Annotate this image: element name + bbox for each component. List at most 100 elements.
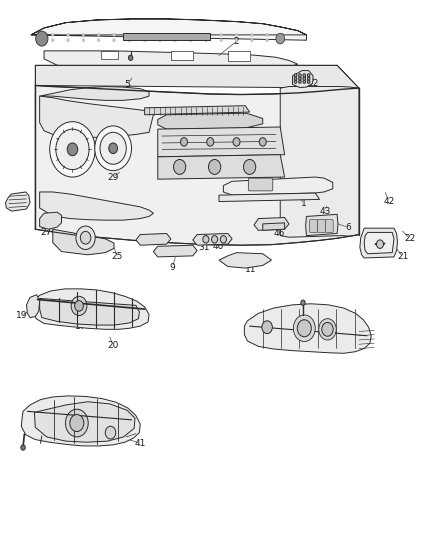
- Circle shape: [113, 38, 115, 42]
- Polygon shape: [293, 70, 313, 87]
- Circle shape: [82, 33, 85, 36]
- Polygon shape: [40, 212, 61, 229]
- Polygon shape: [158, 127, 285, 157]
- Circle shape: [49, 122, 95, 177]
- Circle shape: [212, 236, 218, 243]
- Circle shape: [208, 159, 221, 174]
- Circle shape: [205, 38, 207, 42]
- Polygon shape: [35, 65, 359, 88]
- Text: 25: 25: [112, 253, 123, 261]
- Circle shape: [159, 38, 161, 42]
- FancyBboxPatch shape: [310, 220, 318, 232]
- Polygon shape: [101, 51, 118, 59]
- Circle shape: [80, 231, 91, 244]
- Polygon shape: [263, 223, 285, 230]
- Circle shape: [307, 80, 310, 83]
- Circle shape: [203, 236, 209, 243]
- Circle shape: [128, 55, 133, 60]
- Circle shape: [207, 138, 214, 146]
- Circle shape: [220, 236, 226, 243]
- Polygon shape: [223, 177, 333, 195]
- Text: 5: 5: [124, 80, 130, 89]
- Text: 39: 39: [68, 244, 80, 252]
- Circle shape: [71, 296, 87, 316]
- Polygon shape: [158, 155, 285, 179]
- Polygon shape: [33, 289, 149, 329]
- Circle shape: [205, 33, 207, 36]
- Circle shape: [95, 126, 131, 171]
- FancyBboxPatch shape: [325, 220, 333, 232]
- Text: 43: 43: [319, 207, 331, 216]
- Circle shape: [36, 31, 48, 46]
- Circle shape: [266, 38, 268, 42]
- Circle shape: [51, 33, 54, 36]
- Polygon shape: [254, 217, 289, 230]
- Circle shape: [128, 33, 131, 36]
- Text: 30: 30: [226, 171, 237, 180]
- Text: 40: 40: [212, 242, 224, 251]
- Circle shape: [159, 33, 161, 36]
- Text: 20: 20: [107, 341, 119, 350]
- FancyBboxPatch shape: [248, 178, 273, 191]
- Circle shape: [293, 315, 315, 342]
- Polygon shape: [27, 295, 40, 318]
- Polygon shape: [6, 192, 30, 211]
- Polygon shape: [21, 396, 140, 446]
- Circle shape: [281, 38, 284, 42]
- Text: 21: 21: [397, 253, 408, 261]
- Circle shape: [65, 409, 88, 437]
- Polygon shape: [228, 51, 250, 61]
- Polygon shape: [44, 51, 298, 69]
- Text: 2: 2: [234, 37, 239, 46]
- Circle shape: [82, 38, 85, 42]
- Circle shape: [189, 38, 192, 42]
- Circle shape: [105, 426, 116, 439]
- Polygon shape: [35, 402, 135, 442]
- Polygon shape: [153, 245, 197, 257]
- Text: 15: 15: [11, 199, 23, 208]
- Circle shape: [294, 74, 297, 77]
- Circle shape: [143, 38, 146, 42]
- Polygon shape: [136, 233, 171, 245]
- Text: 19: 19: [15, 311, 27, 320]
- Polygon shape: [31, 19, 307, 40]
- Circle shape: [259, 138, 266, 146]
- Text: 36: 36: [261, 194, 272, 203]
- Polygon shape: [219, 253, 272, 268]
- Circle shape: [303, 77, 306, 80]
- Circle shape: [67, 38, 69, 42]
- Circle shape: [303, 80, 306, 83]
- Circle shape: [262, 321, 272, 334]
- Polygon shape: [145, 106, 250, 115]
- Circle shape: [113, 33, 115, 36]
- Circle shape: [21, 445, 25, 450]
- Circle shape: [299, 80, 301, 83]
- Text: 31: 31: [198, 243, 209, 252]
- Circle shape: [301, 300, 305, 305]
- Circle shape: [299, 77, 301, 80]
- FancyBboxPatch shape: [318, 220, 325, 232]
- Circle shape: [276, 33, 285, 44]
- Circle shape: [109, 143, 117, 154]
- Circle shape: [51, 38, 54, 42]
- Polygon shape: [158, 113, 263, 129]
- Circle shape: [281, 33, 284, 36]
- Polygon shape: [53, 229, 114, 255]
- Polygon shape: [40, 86, 149, 100]
- Circle shape: [297, 320, 311, 337]
- Circle shape: [143, 33, 146, 36]
- Circle shape: [322, 322, 333, 336]
- Circle shape: [307, 77, 310, 80]
- Circle shape: [233, 138, 240, 146]
- Text: 20r: 20r: [278, 324, 293, 333]
- Text: 28: 28: [267, 223, 278, 232]
- Polygon shape: [171, 51, 193, 60]
- Circle shape: [294, 80, 297, 83]
- Polygon shape: [193, 233, 232, 245]
- Circle shape: [244, 159, 256, 174]
- Circle shape: [319, 319, 336, 340]
- Circle shape: [128, 38, 131, 42]
- Circle shape: [67, 143, 78, 156]
- Polygon shape: [219, 193, 320, 201]
- Text: 9: 9: [170, 263, 175, 272]
